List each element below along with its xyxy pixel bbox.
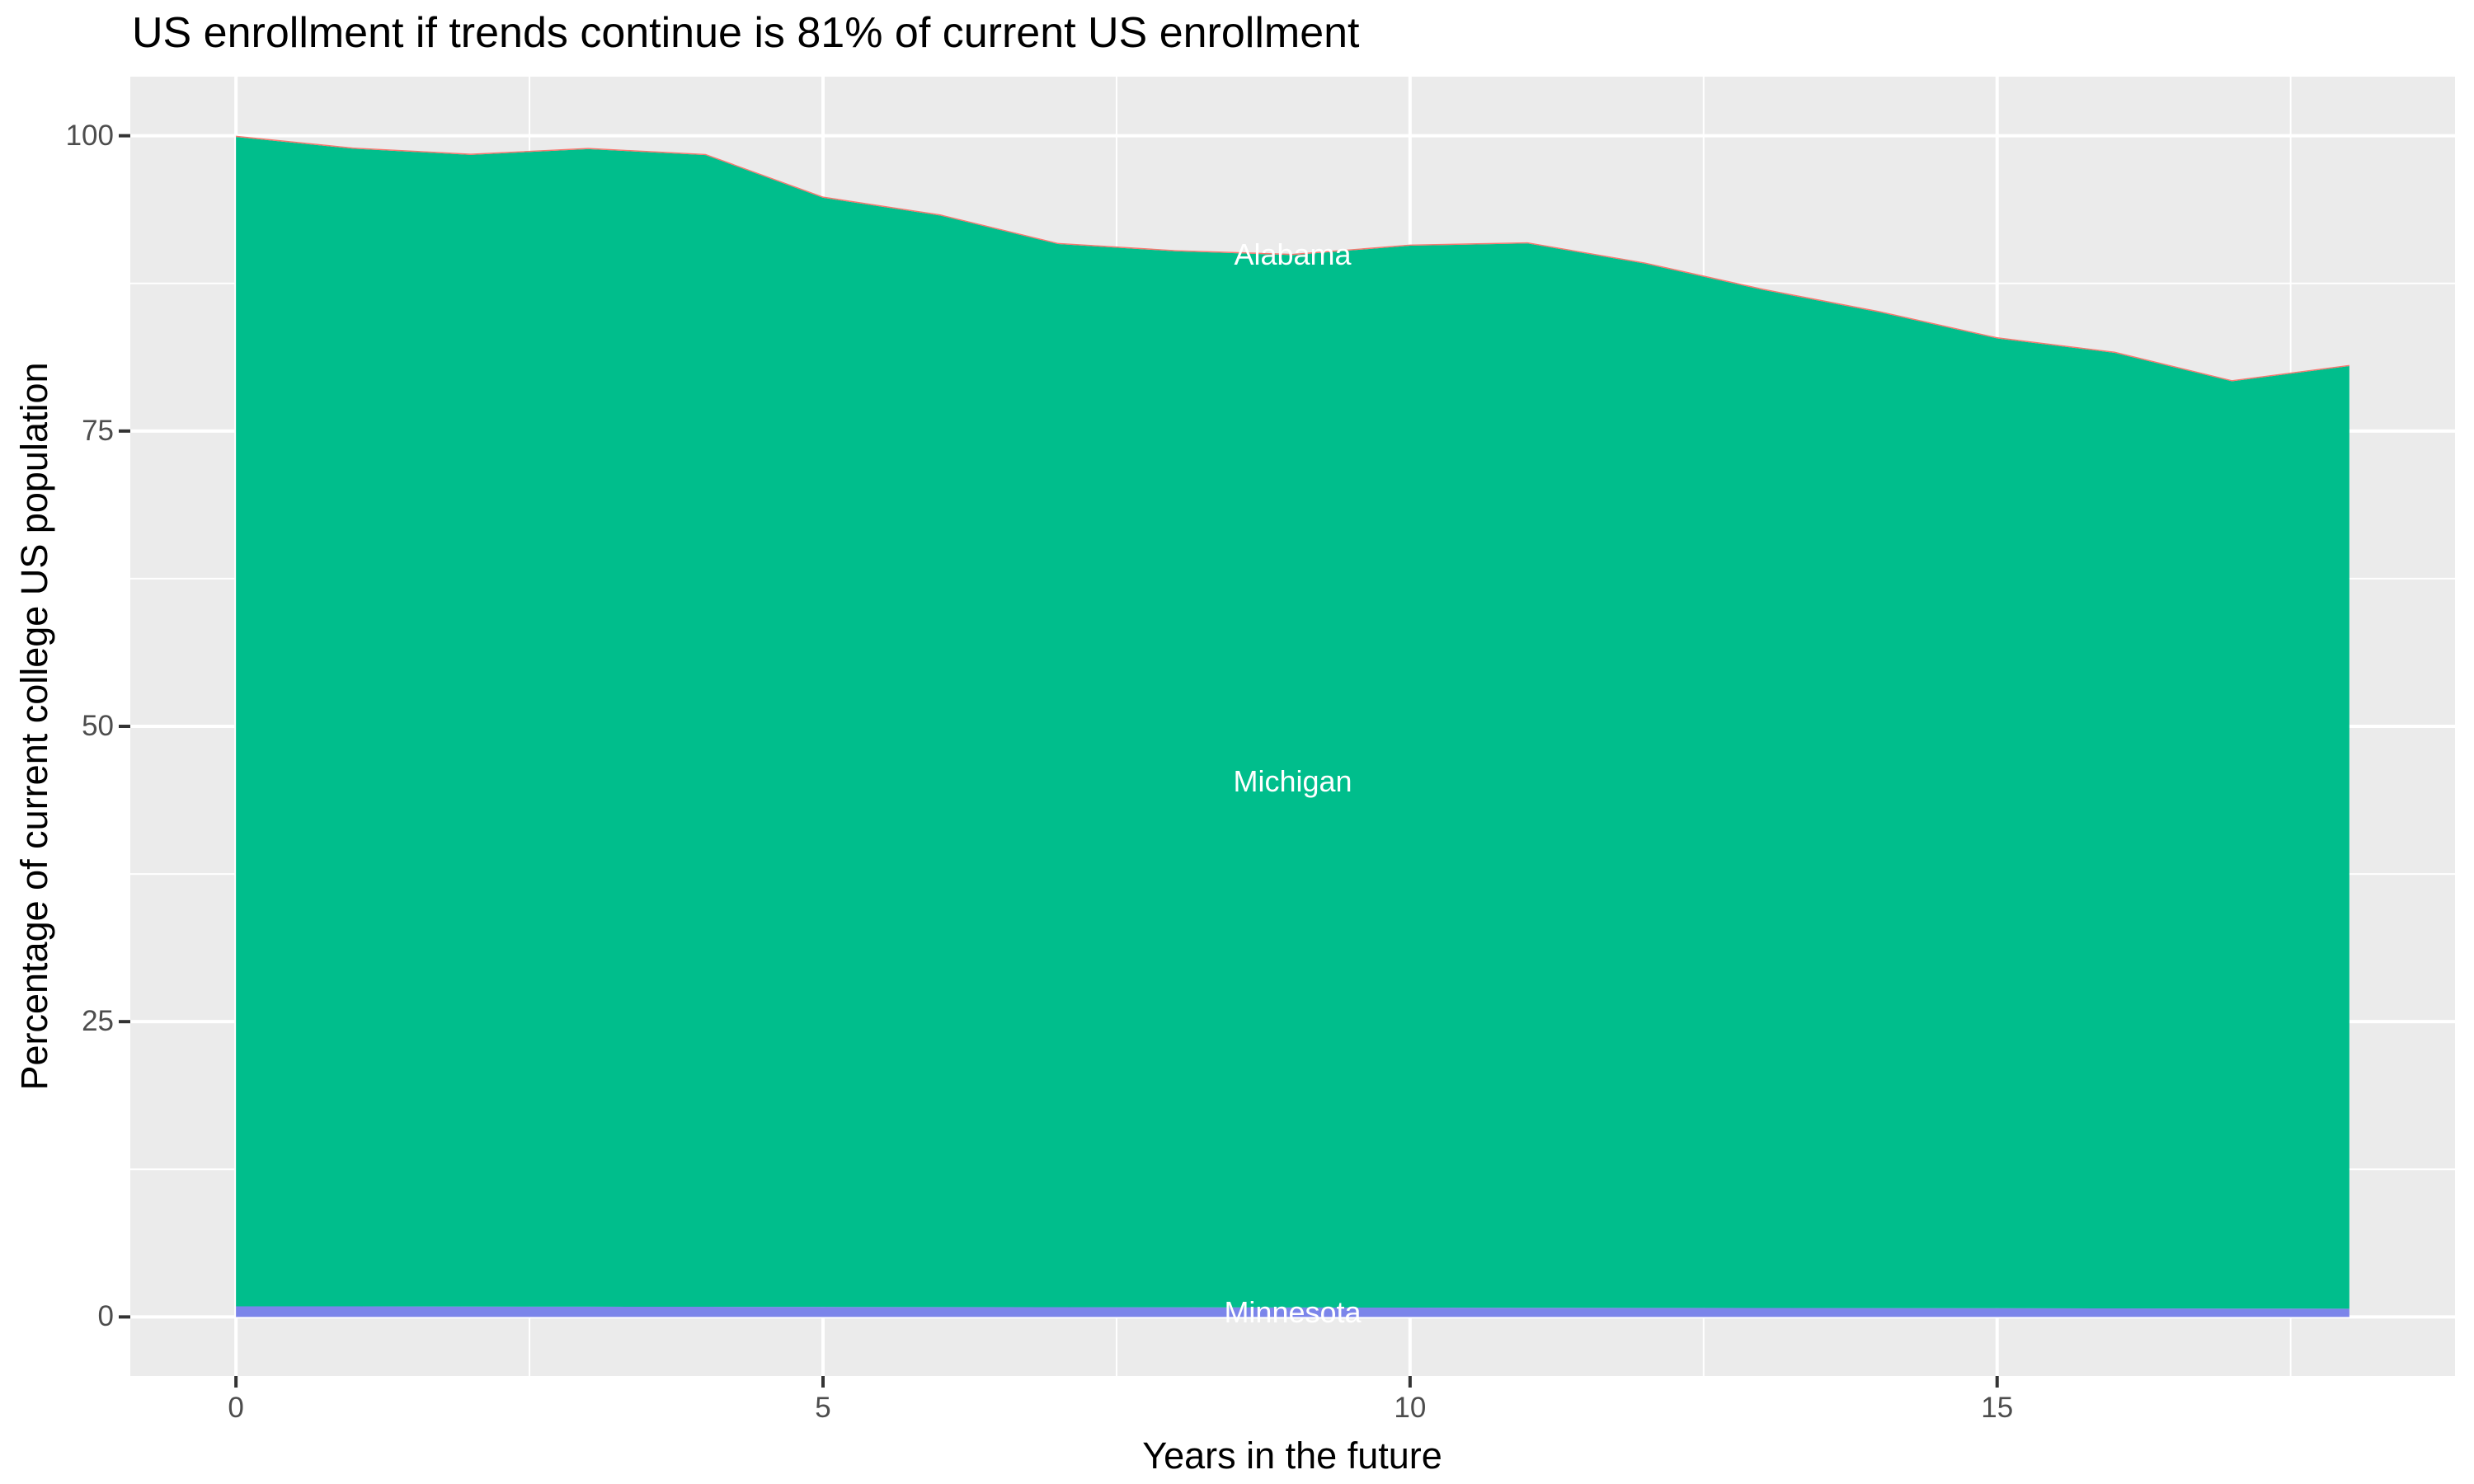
x-tick-label: 0 [228,1392,244,1424]
y-tick-label: 0 [97,1300,114,1333]
y-tick-label: 25 [82,1005,114,1038]
area-label-michigan: Michigan [1233,763,1352,798]
y-axis-title: Percentage of current college US populat… [13,362,55,1091]
y-tick-label: 100 [65,119,114,152]
area-minnesota [236,1306,2349,1317]
area-michigan [236,137,2349,1309]
x-tick-label: 10 [1394,1392,1427,1424]
y-tick-label: 50 [82,710,114,742]
area-label-minnesota: Minnesota [1224,1294,1362,1329]
x-axis-title: Years in the future [1142,1435,1442,1477]
y-tick-label: 75 [82,414,114,447]
x-tick-label: 5 [815,1392,831,1424]
area-label-alabama: Alabama [1234,237,1352,271]
x-tick-label: 15 [1981,1392,2014,1424]
chart-title: US enrollment if trends continue is 81% … [132,9,1360,57]
